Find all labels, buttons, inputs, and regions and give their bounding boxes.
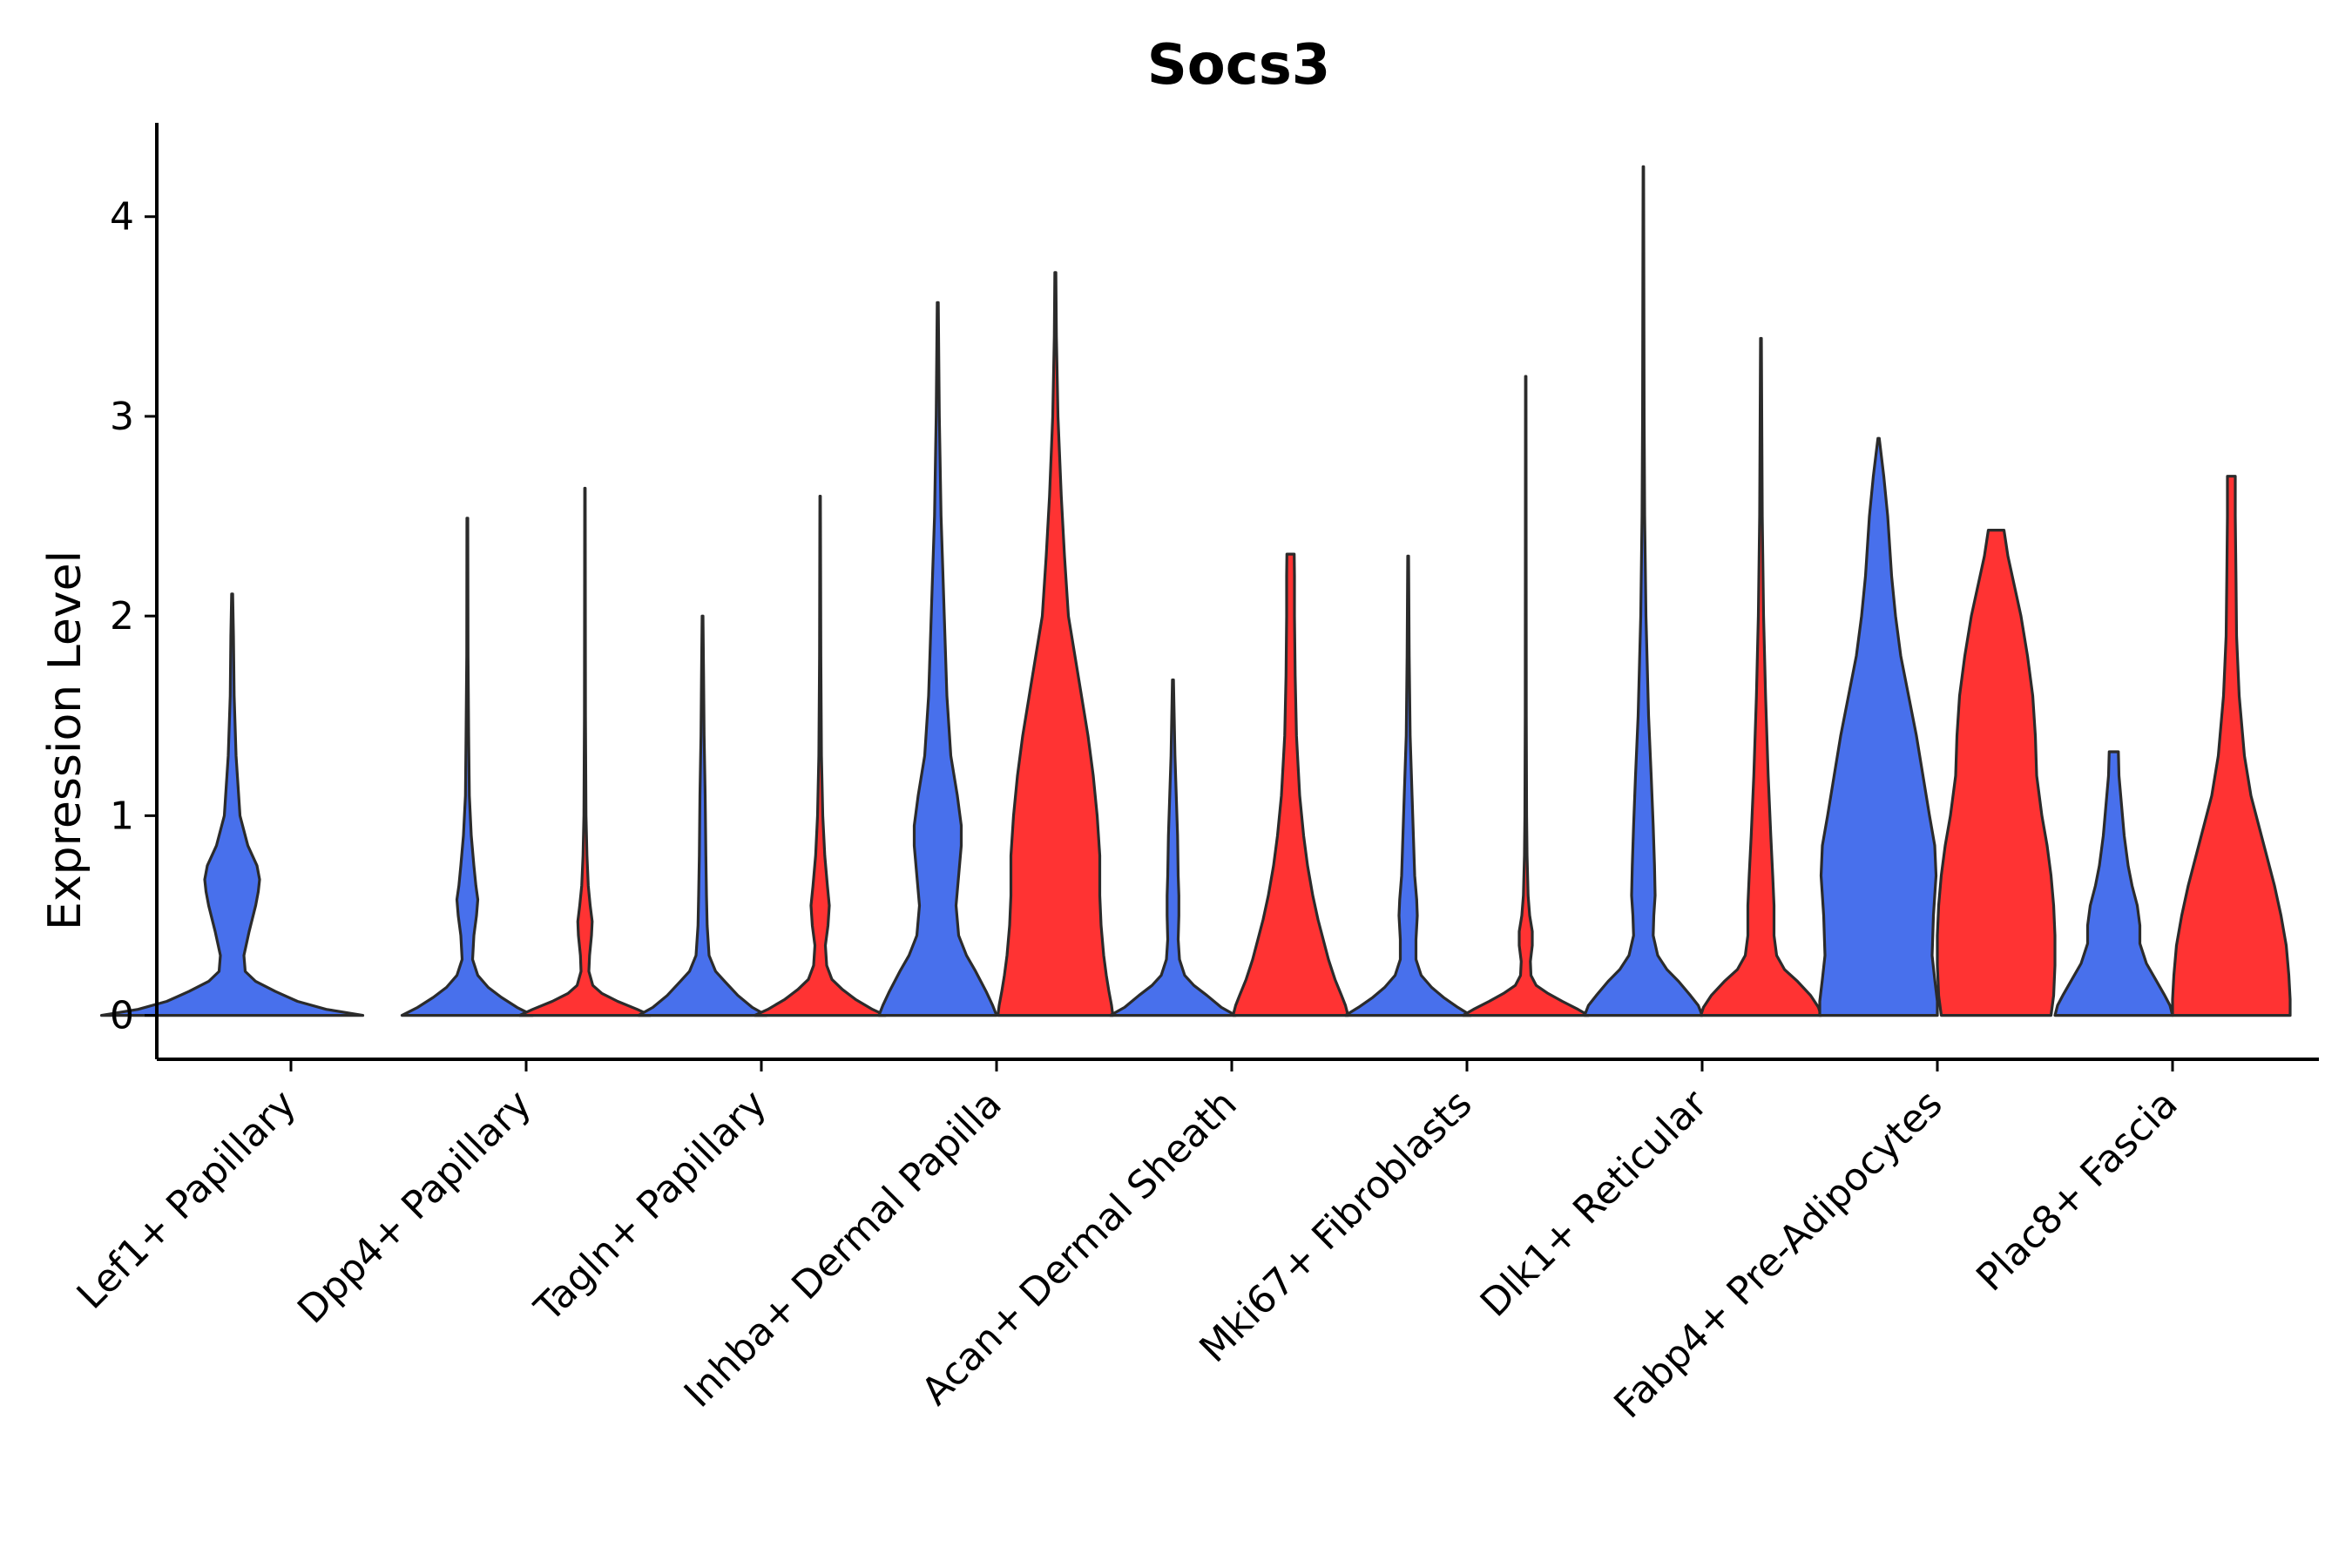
violin-tagln-papillary-group2: [753, 495, 888, 1017]
violin-dpp4-papillary-group1: [400, 517, 535, 1017]
violin-dlk1-reticular-group1: [1583, 165, 1704, 1017]
violin-acan-dermal-sheath-group1: [1108, 678, 1238, 1017]
violin-dlk1-reticular-group2: [1699, 336, 1823, 1017]
violin-tagln-papillary-group1: [637, 614, 768, 1017]
violin-plac8-fascia-group1: [2053, 750, 2174, 1017]
violin-mki67-fibroblasts-group1: [1343, 554, 1473, 1017]
x-tick-label-mki67-fibroblasts: Mki67+ Fibroblasts: [1191, 1082, 1480, 1371]
violin-mki67-fibroblasts-group2: [1461, 375, 1591, 1017]
violin-acan-dermal-sheath-group2: [1231, 552, 1350, 1017]
y-tick-label-0: 0: [110, 994, 134, 1038]
chart-title: Socs3: [1147, 33, 1331, 98]
x-tick-label-tagln-papillary: Tagln+ Papillary: [526, 1082, 775, 1331]
x-tick-label-dpp4-papillary: Dpp4+ Papillary: [289, 1082, 540, 1333]
x-tick-label-dlk1-reticular: Dlk1+ Reticular: [1472, 1081, 1717, 1326]
y-tick-label-3: 3: [110, 395, 134, 439]
violin-inhba-dermal-papilla-group2: [996, 271, 1115, 1017]
violins-layer: [99, 165, 2292, 1017]
y-tick-label-4: 4: [110, 195, 134, 240]
y-tick-label-1: 1: [110, 794, 134, 838]
violin-inhba-dermal-papilla-group1: [877, 301, 998, 1017]
violin-dpp4-papillary-group2: [517, 486, 652, 1017]
x-tick-label-lef1-papillary: Lef1+ Papillary: [69, 1082, 305, 1318]
x-tick-label-plac8-fascia: Plac8+ Fascia: [1968, 1082, 2186, 1301]
violin-fabp4-pre-adipocytes-group2: [1936, 529, 2057, 1017]
violin-lef1-papillary-group1: [99, 592, 365, 1017]
y-axis-label: Expression Level: [39, 551, 91, 930]
y-tick-label-2: 2: [110, 594, 134, 639]
violin-fabp4-pre-adipocytes-group1: [1818, 436, 1939, 1017]
violin-plac8-fascia-group2: [2171, 475, 2292, 1017]
